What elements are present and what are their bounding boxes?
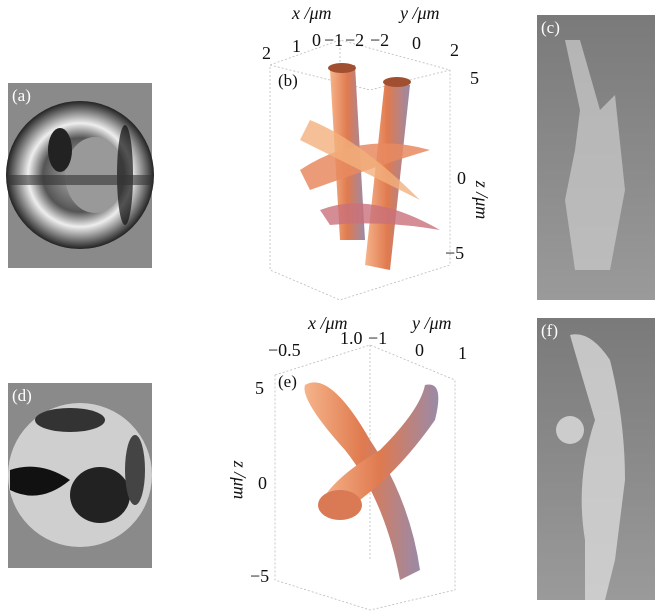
panel-label: (e) [278, 372, 297, 391]
tick-label: 0 [415, 340, 424, 360]
panel-label: (c) [541, 18, 560, 37]
tick-label: −2 [370, 30, 389, 50]
axis-title: z /μm [472, 180, 492, 220]
panel-d: (d) [8, 383, 152, 568]
panel-label: (d) [12, 386, 32, 405]
axis-title: z /μm [230, 460, 250, 500]
axis-title: x /μm [291, 3, 332, 23]
tick-label: 0 [312, 30, 321, 50]
tick-label: 0 [412, 33, 421, 53]
tick-label: 5 [255, 378, 264, 398]
axis-title: y /μm [410, 313, 452, 333]
tick-label: 1 [458, 343, 467, 363]
panel-f: (f) [537, 318, 655, 600]
figure: (a) x /μm 2 1 0 −1 −2 y /μm −2 0 2 5 0 −… [0, 0, 655, 613]
panel-e: x /μm −0.5 1.0 y /μm −1 0 1 5 0 −5 z /μm… [230, 313, 467, 610]
tick-label: 2 [450, 40, 459, 60]
panel-label: (b) [278, 71, 298, 90]
tick-label: −1 [368, 328, 387, 348]
tick-label: −1 [324, 30, 343, 50]
tick-label: 1.0 [340, 328, 363, 348]
tick-label: 1 [292, 36, 301, 56]
axis-title: y /μm [398, 3, 440, 23]
panel-b: x /μm 2 1 0 −1 −2 y /μm −2 0 2 5 0 −5 z … [262, 3, 492, 300]
tick-label: −2 [345, 30, 364, 50]
tick-label: 0 [258, 473, 267, 493]
tick-label: 5 [470, 68, 479, 88]
panel-label: (a) [12, 86, 31, 105]
tick-label: −0.5 [268, 340, 301, 360]
tick-label: −5 [445, 243, 464, 263]
tick-label: 2 [262, 43, 271, 63]
panel-label: (f) [541, 321, 558, 340]
panel-c: (c) [537, 15, 655, 300]
tick-label: −5 [250, 566, 269, 586]
tick-label: 0 [457, 168, 466, 188]
panel-a: (a) [6, 83, 154, 268]
